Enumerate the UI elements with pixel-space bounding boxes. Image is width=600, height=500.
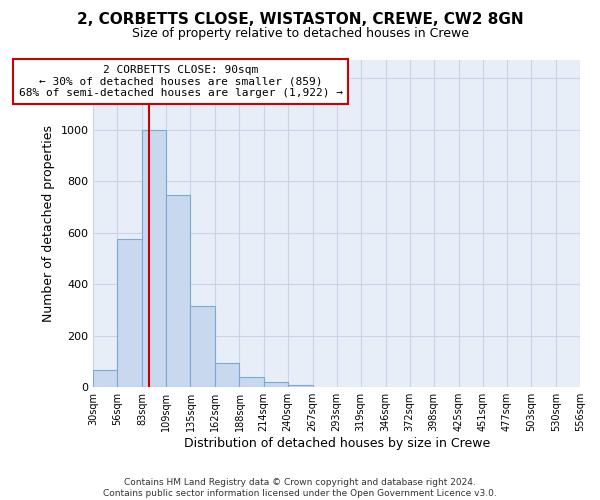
Bar [190, 306, 215, 387]
Y-axis label: Number of detached properties: Number of detached properties [42, 125, 55, 322]
X-axis label: Distribution of detached houses by size in Crewe: Distribution of detached houses by size … [184, 437, 490, 450]
Bar [166, 196, 190, 387]
Text: Size of property relative to detached houses in Crewe: Size of property relative to detached ho… [131, 28, 469, 40]
Text: 2 CORBETTS CLOSE: 90sqm
← 30% of detached houses are smaller (859)
68% of semi-d: 2 CORBETTS CLOSE: 90sqm ← 30% of detache… [19, 65, 343, 98]
Bar [287, 384, 313, 387]
Bar [94, 370, 118, 387]
Text: Contains HM Land Registry data © Crown copyright and database right 2024.
Contai: Contains HM Land Registry data © Crown c… [103, 478, 497, 498]
Bar [215, 362, 239, 387]
Bar [142, 130, 166, 387]
Bar [118, 239, 142, 387]
Bar [239, 377, 263, 387]
Bar [263, 382, 287, 387]
Text: 2, CORBETTS CLOSE, WISTASTON, CREWE, CW2 8GN: 2, CORBETTS CLOSE, WISTASTON, CREWE, CW2… [77, 12, 523, 28]
